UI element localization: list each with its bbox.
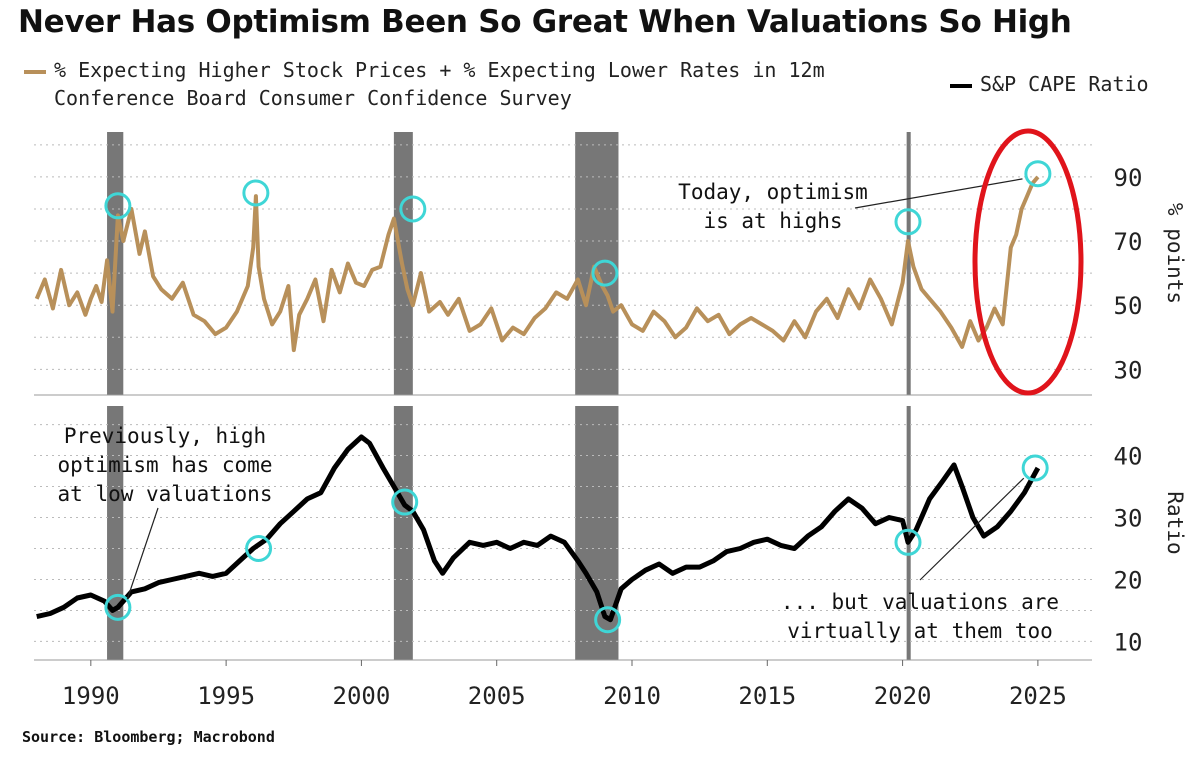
- annotation-previously-leader: [126, 507, 159, 600]
- highlight-circle: [894, 208, 922, 236]
- y-tick-label: 20: [1114, 566, 1143, 594]
- highlight-circle: [399, 195, 427, 223]
- optimism-legend-label-1: % Expecting Higher Stock Prices + % Expe…: [54, 58, 825, 82]
- annotation-optimism-text: is at highs: [703, 209, 842, 233]
- x-tick-label: 2025: [1009, 682, 1067, 710]
- y-tick-label: 90: [1114, 164, 1143, 192]
- y-tick-label: 30: [1114, 505, 1143, 533]
- recent-highs-ellipse: [972, 128, 1084, 396]
- optimism-legend-label-2: Conference Board Consumer Confidence Sur…: [54, 86, 572, 110]
- recession-bar: [906, 132, 911, 395]
- optimism-legend-swatch: [24, 69, 46, 74]
- y-tick-label: 40: [1114, 443, 1143, 471]
- highlight-circle: [1024, 160, 1052, 188]
- x-tick-label: 2015: [738, 682, 796, 710]
- recession-bar: [906, 406, 911, 660]
- y-tick-label: 30: [1114, 356, 1143, 384]
- x-tick-label: 2010: [603, 682, 661, 710]
- annotation-previously-text: at low valuations: [58, 482, 273, 506]
- y-tick-label: 70: [1114, 228, 1143, 256]
- source-note: Source: Bloomberg; Macrobond: [22, 728, 275, 746]
- chart-title: Never Has Optimism Been So Great When Va…: [18, 4, 1072, 40]
- annotation-valuations-text: virtually at them too: [787, 619, 1053, 643]
- highlight-circle: [104, 192, 132, 220]
- optimism-series-line: [34, 175, 1040, 353]
- annotation-valuations-text: ... but valuations are: [781, 590, 1059, 614]
- y-axis-label-ratio: Ratio: [1163, 491, 1187, 554]
- annotation-previously-text: optimism has come: [58, 453, 273, 477]
- y-axis-label-percent-points: % points: [1163, 203, 1187, 304]
- highlight-circle: [391, 488, 419, 516]
- highlight-circle: [894, 528, 922, 556]
- highlight-circle: [104, 593, 132, 621]
- cape-legend-label: S&P CAPE Ratio: [980, 72, 1149, 96]
- annotation-previously-text: Previously, high: [64, 424, 266, 448]
- cape-legend-swatch: [950, 83, 972, 88]
- x-tick-label: 1990: [62, 682, 120, 710]
- highlight-circle: [245, 534, 273, 562]
- highlight-circle: [591, 259, 619, 287]
- highlight-circle: [242, 179, 270, 207]
- cape-series-line: [36, 434, 1041, 623]
- highlight-circle: [594, 606, 622, 634]
- y-tick-label: 10: [1114, 628, 1143, 656]
- x-tick-label: 2005: [468, 682, 526, 710]
- highlight-circle: [1021, 454, 1049, 482]
- annotation-optimism-leader: [854, 178, 1023, 209]
- x-tick-label: 1995: [197, 682, 255, 710]
- annotation-optimism-text: Today, optimism: [678, 180, 868, 204]
- x-tick-label: 2000: [333, 682, 391, 710]
- optimism-legend: % Expecting Higher Stock Prices + % Expe…: [24, 56, 825, 112]
- cape-legend: S&P CAPE Ratio: [950, 70, 1149, 98]
- y-tick-label: 50: [1114, 292, 1143, 320]
- x-tick-label: 2020: [874, 682, 932, 710]
- annotation-valuations-leader: [919, 477, 1025, 581]
- recession-bar: [393, 406, 413, 660]
